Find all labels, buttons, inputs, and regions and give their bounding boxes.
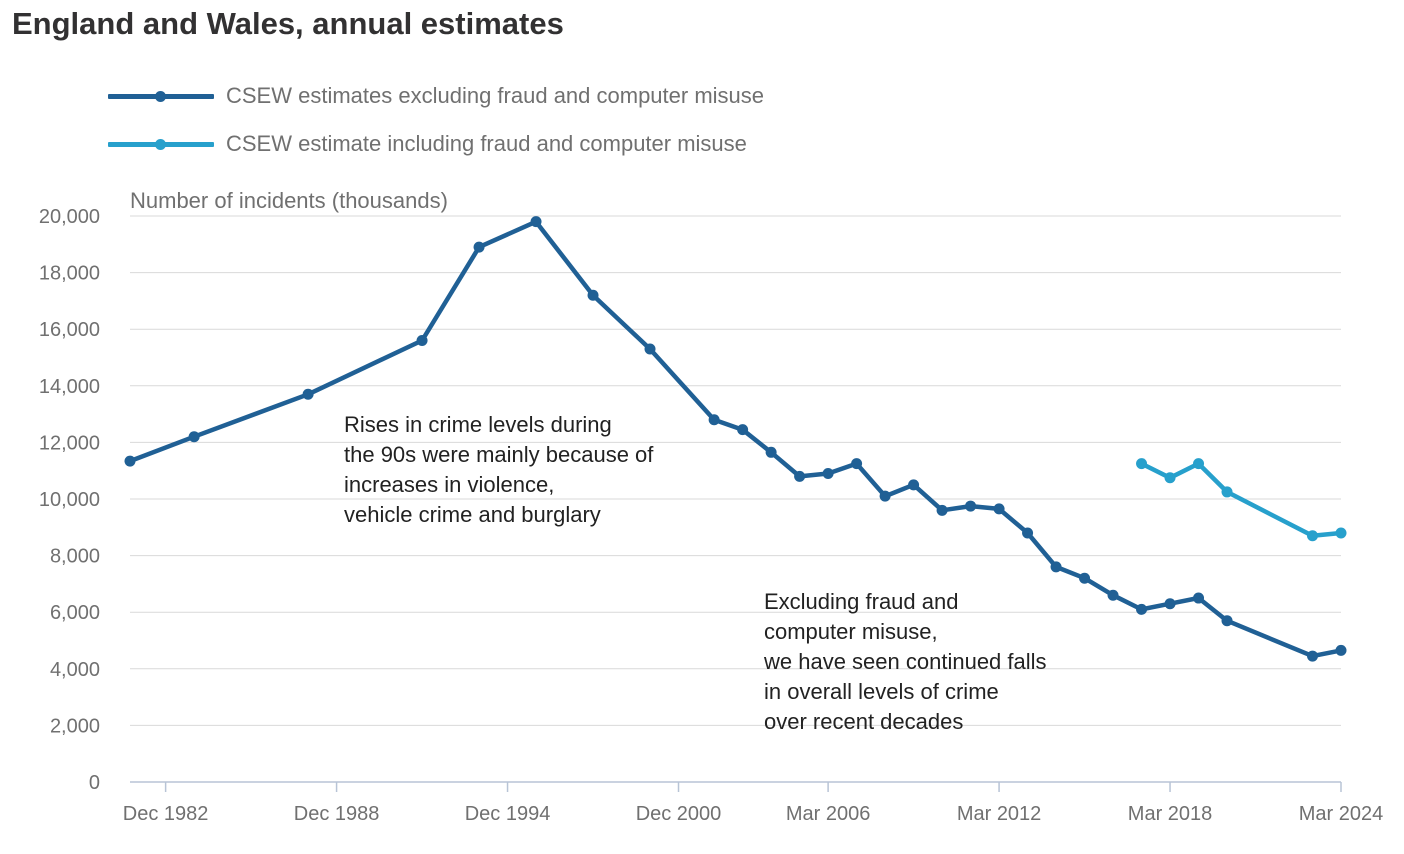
- data-point: [1193, 458, 1205, 470]
- annotation-line: Excluding fraud and: [764, 589, 959, 614]
- data-point: [302, 388, 314, 400]
- x-tick-label: Mar 2018: [1128, 803, 1213, 825]
- legend-item-including-fraud[interactable]: CSEW estimate including fraud and comput…: [108, 131, 764, 156]
- data-point: [1164, 598, 1176, 610]
- data-point: [794, 470, 806, 482]
- data-point: [587, 289, 599, 301]
- x-tick-label: Dec 1982: [123, 803, 209, 825]
- y-tick-label: 16,000: [39, 319, 100, 341]
- x-tick-label: Dec 1988: [294, 803, 380, 825]
- data-point: [644, 343, 656, 355]
- data-point: [1107, 589, 1119, 601]
- data-point: [1136, 458, 1148, 470]
- y-axis-label: Number of incidents (thousands): [130, 188, 448, 213]
- data-point: [1050, 561, 1062, 573]
- y-tick-label: 20,000: [39, 206, 100, 228]
- legend-label-including-fraud: CSEW estimate including fraud and comput…: [226, 131, 747, 156]
- y-tick-label: 4,000: [50, 659, 100, 681]
- legend: CSEW estimates excluding fraud and compu…: [108, 83, 765, 180]
- data-point: [1022, 527, 1034, 539]
- data-point: [530, 216, 542, 228]
- data-point: [1221, 486, 1233, 498]
- series-line: [127, 219, 1344, 659]
- annotation-90s-rise: Rises in crime levels during the 90s were…: [344, 410, 653, 530]
- data-point: [965, 500, 977, 512]
- annotation-continued-falls: Excluding fraud and computer misuse, we ha…: [764, 587, 1047, 737]
- data-point: [1079, 572, 1091, 584]
- data-point: [124, 455, 136, 467]
- data-point: [851, 458, 863, 470]
- data-point: [708, 414, 720, 426]
- x-tick-label: Mar 2012: [957, 803, 1042, 825]
- data-point: [993, 503, 1005, 515]
- data-point: [1193, 592, 1205, 604]
- data-point: [416, 335, 428, 347]
- annotation-line: in overall levels of crime: [764, 679, 999, 704]
- annotation-line: computer misuse,: [764, 619, 938, 644]
- x-tick-label: Dec 2000: [636, 803, 722, 825]
- y-tick-label: 14,000: [39, 376, 100, 398]
- data-point: [1221, 615, 1233, 627]
- data-point: [1335, 527, 1347, 539]
- data-point: [879, 490, 891, 502]
- y-axis: 0 2,000 4,000 6,000 8,000 10,000 12,000 14,000 1…: [39, 206, 100, 794]
- legend-swatch-including-fraud: [108, 132, 214, 156]
- x-tick-label: Mar 2006: [786, 803, 871, 825]
- annotation-line: over recent decades: [764, 709, 964, 734]
- data-point: [1164, 472, 1176, 484]
- data-point: [1136, 603, 1148, 615]
- series-1: [1136, 458, 1347, 542]
- annotation-line: vehicle crime and burglary: [344, 502, 601, 527]
- data-point: [737, 424, 749, 436]
- data-point: [1335, 644, 1347, 656]
- legend-label-excluding-fraud: CSEW estimates excluding fraud and compu…: [226, 83, 765, 108]
- chart-title: England and Wales, annual estimates: [12, 6, 564, 41]
- series-0: [124, 216, 1347, 662]
- y-tick-label: 0: [89, 772, 100, 794]
- y-tick-label: 12,000: [39, 432, 100, 454]
- y-tick-label: 18,000: [39, 263, 100, 285]
- x-tick-label: Mar 2024: [1299, 803, 1384, 825]
- legend-item-excluding-fraud[interactable]: CSEW estimates excluding fraud and compu…: [108, 83, 765, 108]
- data-point: [1307, 650, 1319, 662]
- legend-swatch-excluding-fraud: [108, 84, 214, 108]
- annotation-line: Rises in crime levels during: [344, 412, 612, 437]
- data-point: [765, 446, 777, 458]
- data-point: [936, 504, 948, 516]
- x-tick-label: Dec 1994: [465, 803, 551, 825]
- data-point: [473, 241, 485, 253]
- annotation-line: increases in violence,: [344, 472, 555, 497]
- y-tick-label: 10,000: [39, 489, 100, 511]
- y-tick-label: 6,000: [50, 602, 100, 624]
- annotation-line: the 90s were mainly because of: [344, 442, 654, 467]
- series-group: [124, 216, 1347, 662]
- data-point: [908, 479, 920, 491]
- data-point: [1307, 530, 1319, 542]
- x-axis: Dec 1982 Dec 1988 Dec 1994 Dec 2000 Mar 2006…: [123, 781, 1384, 825]
- data-point: [188, 431, 200, 443]
- y-tick-label: 8,000: [50, 546, 100, 568]
- data-point: [822, 468, 834, 480]
- annotation-line: we have seen continued falls: [764, 649, 1047, 674]
- y-tick-label: 2,000: [50, 715, 100, 737]
- gridlines: [130, 215, 1341, 726]
